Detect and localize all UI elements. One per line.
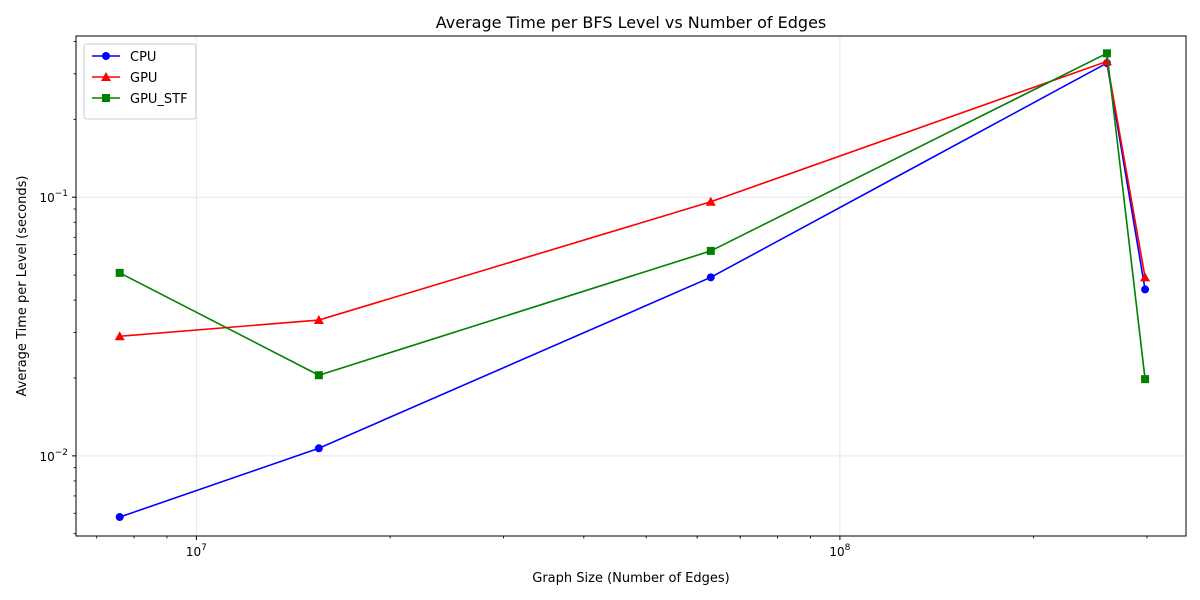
y-tick-exponent: −1	[55, 189, 68, 199]
legend-marker-gpu-stf	[102, 94, 110, 102]
data-point-gpu	[1140, 272, 1151, 282]
legend-marker-gpu	[101, 72, 111, 81]
series-gpu	[114, 56, 1151, 341]
data-point-gpu-stf	[115, 268, 124, 277]
series-gpu-stf	[115, 49, 1150, 384]
x-tick-exponent: 8	[845, 543, 851, 553]
data-point-cpu	[1141, 285, 1150, 294]
x-tick-label: 108	[829, 543, 850, 559]
y-axis-label: Average Time per Level (seconds)	[15, 176, 30, 397]
x-tick-exponent: 7	[201, 543, 207, 553]
data-point-gpu-stf	[706, 246, 715, 255]
y-tick-label: 10−2	[39, 448, 68, 464]
legend-item-gpu: GPU	[92, 71, 157, 86]
x-tick-label: 107	[186, 543, 207, 559]
data-point-gpu	[1101, 56, 1112, 66]
data-point-gpu	[114, 331, 125, 341]
data-point-gpu	[705, 196, 716, 206]
data-point-cpu	[706, 273, 715, 282]
x-tick-base: 10	[829, 545, 844, 559]
data-point-gpu	[313, 315, 324, 325]
x-tick-base: 10	[186, 545, 201, 559]
legend-item-cpu: CPU	[92, 50, 156, 65]
data-point-gpu-stf	[1141, 375, 1150, 384]
grid	[76, 36, 1186, 536]
legend: CPU GPU GPU_STF	[83, 43, 197, 120]
data-point-gpu-stf	[314, 371, 323, 380]
y-tick-label: 10−1	[39, 189, 68, 205]
data-point-cpu	[115, 513, 124, 522]
y-tick-base: 10	[39, 191, 54, 205]
y-tick-base: 10	[39, 450, 54, 464]
data-point-gpu-stf	[1102, 49, 1111, 58]
x-axis-label: Graph Size (Number of Edges)	[532, 571, 729, 586]
legend-label-cpu: CPU	[130, 50, 156, 65]
legend-label-gpu-stf: GPU_STF	[130, 92, 188, 107]
series-layer	[114, 49, 1151, 522]
y-tick-exponent: −2	[55, 448, 68, 458]
legend-item-gpu-stf: GPU_STF	[92, 92, 188, 107]
legend-marker-cpu	[102, 52, 110, 60]
legend-frame	[83, 43, 197, 120]
data-point-cpu	[314, 444, 323, 453]
chart-title: Average Time per BFS Level vs Number of …	[436, 13, 827, 32]
plot-frame	[75, 35, 1187, 537]
legend-label-gpu: GPU	[130, 71, 157, 86]
